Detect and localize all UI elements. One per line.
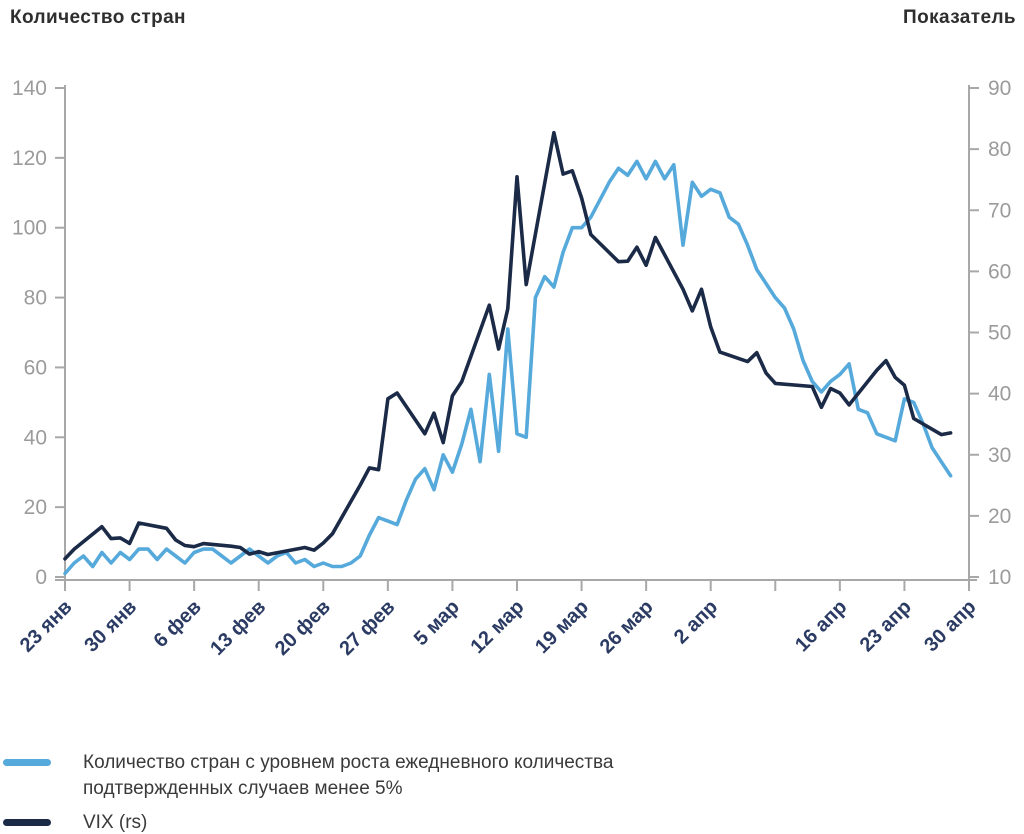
x-tick-label: 30 янв xyxy=(80,596,141,657)
y-right-tick-label: 70 xyxy=(988,199,1011,222)
x-tick-label: 5 мар xyxy=(410,596,464,650)
vix-line-swatch xyxy=(3,819,51,826)
y-left-tick-label: 120 xyxy=(12,147,47,170)
series-countries-line xyxy=(63,159,953,576)
axes xyxy=(55,85,977,581)
x-tick-label: 27 фев xyxy=(335,596,399,660)
x-tick-label: 19 мар xyxy=(531,596,593,658)
x-tick-label: 12 мар xyxy=(467,596,529,658)
y-right-tick-label: 50 xyxy=(988,322,1011,345)
y-right-tick-label: 40 xyxy=(988,383,1011,406)
y-axis-left: 0 20 40 60 80 100 120 140 xyxy=(12,77,65,589)
y-axis-right: 10 20 30 40 50 60 70 80 90 xyxy=(969,77,1011,589)
y-right-tick-label: 80 xyxy=(988,138,1011,161)
legend-item-vix: VIX (rs) xyxy=(0,810,147,834)
x-tick-label: 13 фев xyxy=(206,596,270,660)
x-tick-label: 30 апр xyxy=(920,596,980,656)
y-left-tick-label: 40 xyxy=(24,426,47,449)
x-tick-label: 6 фев xyxy=(150,596,206,652)
y-left-tick-label: 80 xyxy=(24,287,47,310)
legend-label-vix: VIX (rs) xyxy=(83,812,148,833)
x-tick-label: 2 апр xyxy=(670,596,722,648)
y-left-tick-label: 20 xyxy=(24,496,47,519)
x-axis: 23 янв 30 янв 6 фев 13 фев 20 фев 27 фев 5 мар… xyxy=(16,580,981,660)
x-tick-label: 16 апр xyxy=(791,596,851,656)
left-axis-title: Количество стран xyxy=(10,7,186,28)
x-tick-label: 23 апр xyxy=(856,596,916,656)
legend-item-countries: Количество стран с уровнем роста ежеднев… xyxy=(0,750,613,802)
y-right-tick-label: 90 xyxy=(988,77,1011,100)
y-left-tick-label: 60 xyxy=(24,356,47,379)
x-tick-label: 23 янв xyxy=(16,596,77,657)
x-tick-label: 20 фев xyxy=(271,596,335,660)
y-right-tick-label: 10 xyxy=(988,566,1011,589)
y-right-tick-label: 20 xyxy=(988,505,1011,528)
y-left-tick-label: 100 xyxy=(12,217,47,240)
y-right-tick-label: 30 xyxy=(988,444,1011,467)
series-vix-line xyxy=(63,130,953,561)
right-axis-title: Показатель xyxy=(903,7,1016,28)
legend-label-countries: Количество стран с уровнем роста ежеднев… xyxy=(83,752,614,800)
x-tick-label: 26 мар xyxy=(596,596,658,658)
line-chart: 0 20 40 60 80 100 120 140 10 20 30 40 50 60 70 80 90 23 я… xyxy=(12,77,1011,660)
countries-line-swatch xyxy=(3,759,51,766)
y-left-tick-label: 0 xyxy=(35,566,47,589)
y-right-tick-label: 60 xyxy=(988,260,1011,283)
y-left-tick-label: 140 xyxy=(12,77,47,100)
